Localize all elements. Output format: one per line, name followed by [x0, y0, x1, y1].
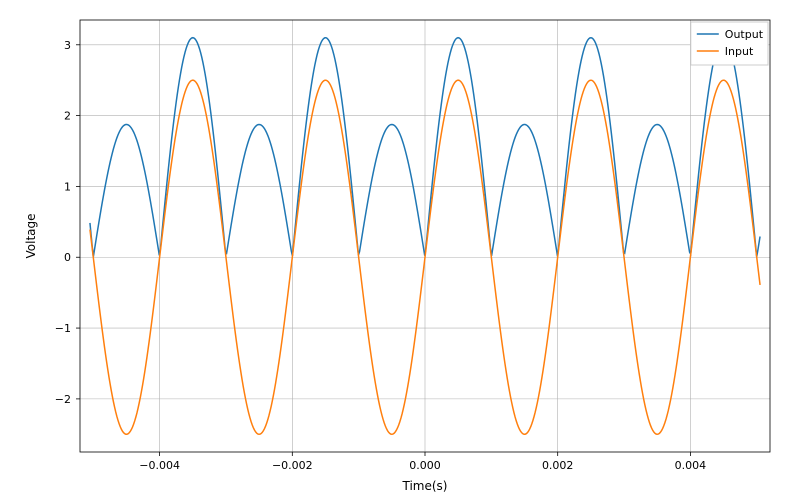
svg-text:2: 2	[64, 110, 71, 123]
x-axis-label: Time(s)	[402, 479, 448, 493]
y-axis-label: Voltage	[24, 213, 38, 258]
svg-text:0: 0	[64, 251, 71, 264]
svg-text:−2: −2	[55, 393, 71, 406]
svg-text:3: 3	[64, 39, 71, 52]
svg-text:0.000: 0.000	[409, 459, 441, 472]
legend-label-input: Input	[725, 45, 754, 58]
svg-text:−0.004: −0.004	[139, 459, 180, 472]
svg-text:−0.002: −0.002	[272, 459, 313, 472]
svg-text:0.004: 0.004	[675, 459, 707, 472]
legend-label-output: Output	[725, 28, 764, 41]
svg-text:1: 1	[64, 180, 71, 193]
chart-svg: −0.004 −0.002 0.000 0.002 0.004 −2 −1 0 1 2 3 Time(…	[0, 0, 800, 500]
voltage-time-chart: −0.004 −0.002 0.000 0.002 0.004 −2 −1 0 1 2 3 Time(…	[0, 0, 800, 500]
svg-text:−1: −1	[55, 322, 71, 335]
svg-text:0.002: 0.002	[542, 459, 574, 472]
legend: Output Input	[691, 22, 768, 65]
